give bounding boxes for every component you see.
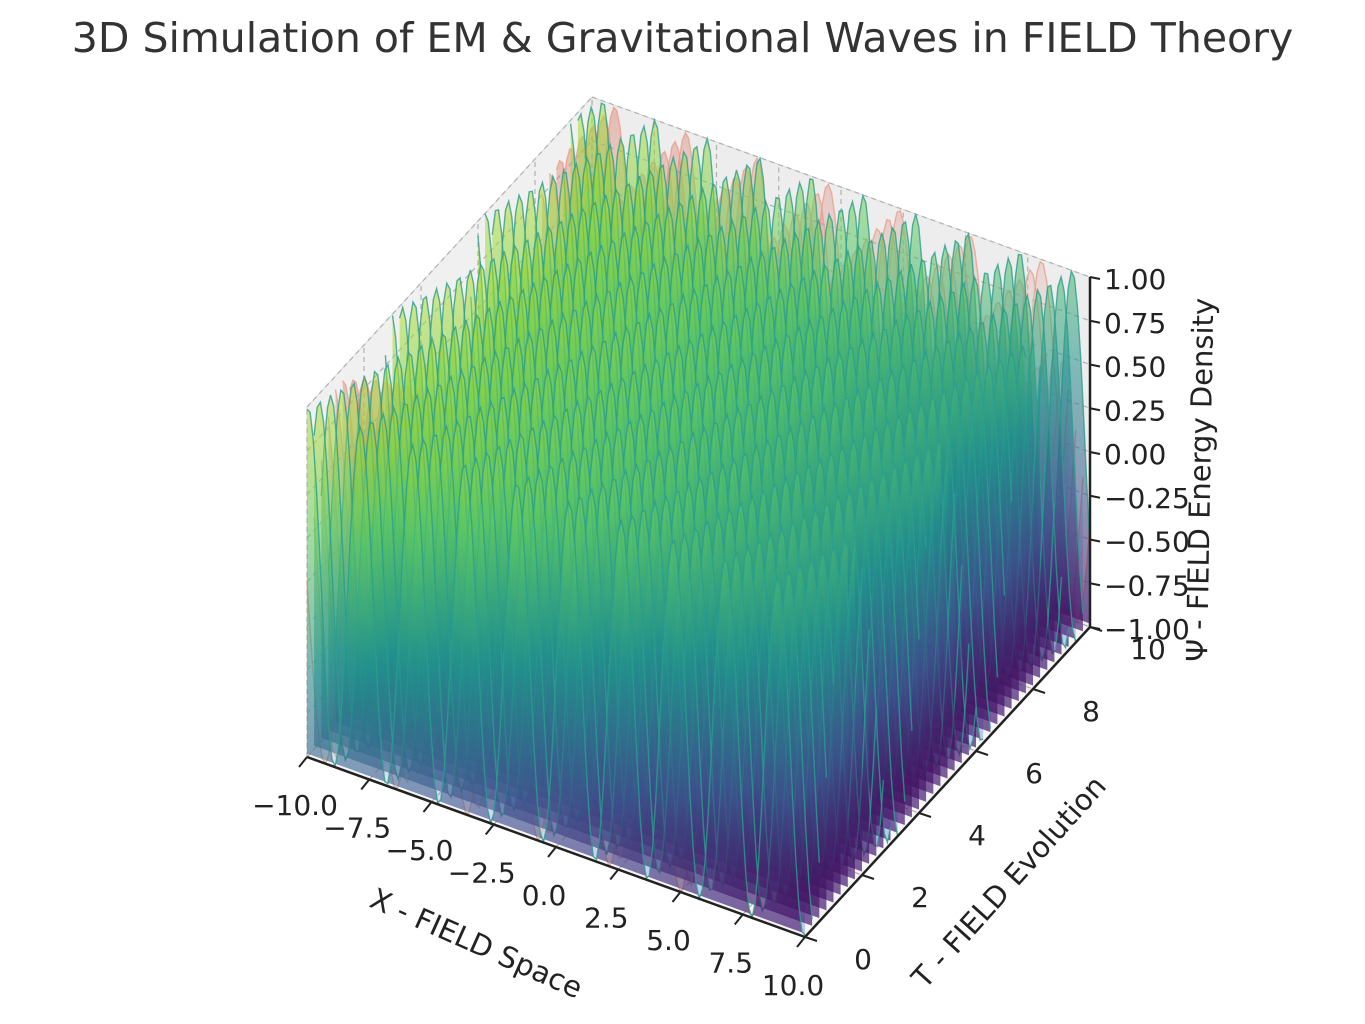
- z-tick-label: −0.25: [1104, 482, 1190, 515]
- x-tick-label: 7.5: [708, 947, 753, 980]
- y-tick-label: 10: [1130, 633, 1166, 666]
- x-tick-label: −7.5: [323, 812, 391, 845]
- y-axis-ticks: 0 2 4 6 8 10: [804, 626, 1166, 976]
- x-tick-label: 0.0: [522, 879, 567, 912]
- y-tick-label: 0: [854, 943, 872, 976]
- chart-title: 3D Simulation of EM & Gravitational Wave…: [71, 14, 1294, 62]
- x-tick-label: −2.5: [448, 857, 516, 890]
- z-tick-label: −1.00: [1104, 613, 1190, 646]
- y-axis-label: T - FIELD Evolution: [904, 769, 1113, 995]
- y-tick-label: 2: [911, 881, 929, 914]
- z-tick-label: 0.00: [1104, 438, 1166, 471]
- x-tick-label: −5.0: [386, 834, 454, 867]
- x-tick-label: 2.5: [584, 902, 629, 935]
- z-tick-label: −0.75: [1104, 569, 1190, 602]
- x-tick-label: −10.0: [252, 789, 338, 822]
- z-tick-label: 0.75: [1104, 307, 1166, 340]
- z-axis-label: Ψ - FIELD Energy Density: [1180, 298, 1220, 663]
- z-tick-label: 0.25: [1104, 394, 1166, 427]
- z-tick-label: −0.50: [1104, 526, 1190, 559]
- viridis-surface: [306, 102, 1091, 936]
- z-tick-label: 0.50: [1104, 351, 1166, 384]
- y-tick-label: 8: [1082, 695, 1100, 728]
- z-tick-label: 1.00: [1104, 263, 1166, 296]
- x-tick-label: 10.0: [762, 969, 824, 1002]
- x-tick-label: 5.0: [646, 924, 691, 957]
- y-tick-label: 4: [968, 819, 986, 852]
- y-tick-label: 6: [1025, 757, 1043, 790]
- z-axis-ticks: −1.00 −0.75 −0.50 −0.25 0.00 0.25 0.50 0.75 1.00: [1089, 263, 1190, 646]
- x-axis-ticks: −10.0−7.5−5.0−2.50.0 2.5 5.0 7.5 10.0: [252, 756, 824, 1002]
